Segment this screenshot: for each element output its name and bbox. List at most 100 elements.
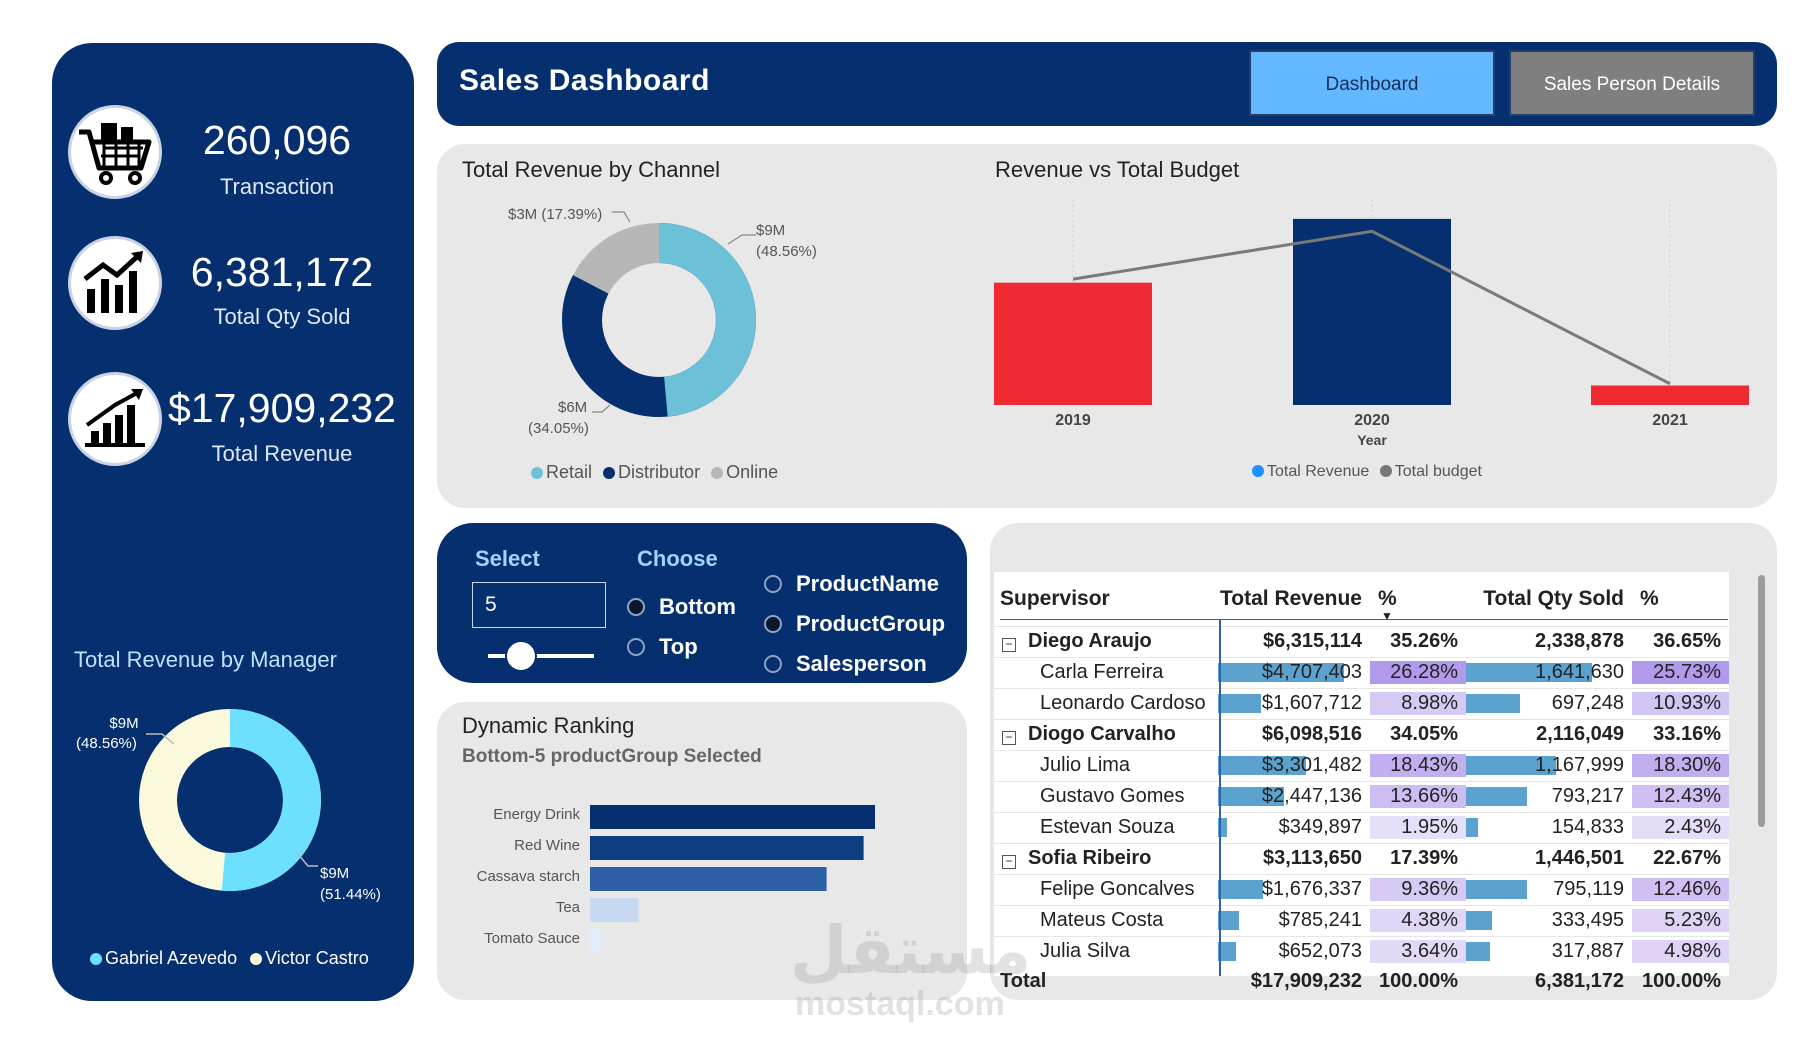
salesperson-cell[interactable]: Felipe Goncalves (994, 874, 1218, 905)
top-n-input[interactable]: 5 (472, 582, 606, 628)
nav-dashboard-button[interactable]: Dashboard (1249, 50, 1495, 116)
salesperson-name: Leonardo Cardoso (1040, 692, 1206, 714)
salesperson-row[interactable]: Julio Lima $3,301,482 18.43% 1,167,999 18.30… (994, 750, 1729, 781)
group-revenue: $3,113,650 (1263, 847, 1362, 869)
kpi-icon-container (68, 105, 162, 199)
header-qty-pct[interactable]: % (1640, 586, 1659, 610)
select-label: Select (475, 546, 540, 571)
watermark-arabic: مستقل (790, 913, 1032, 987)
legend-label: Online (726, 462, 779, 482)
salesperson-revenue: $1,676,337 (1218, 874, 1370, 905)
group-revenue: $6,098,516 (1261, 723, 1362, 745)
salesperson-revenue-pct: 4.38% (1370, 905, 1466, 936)
salesperson-qty: 154,833 (1466, 812, 1632, 843)
radio-bottom[interactable] (627, 598, 645, 616)
slider-track[interactable] (488, 654, 594, 658)
supervisor-row[interactable]: − Sofia Ribeiro $3,113,650 17.39% 1,446,501 2… (994, 843, 1729, 874)
leader-line (727, 234, 756, 245)
x-tick-label: 2019 (1055, 412, 1091, 429)
ranking-bar[interactable] (590, 898, 639, 922)
radio-top[interactable] (627, 638, 645, 656)
supervisor-cell[interactable]: − Sofia Ribeiro (994, 843, 1218, 874)
radio-productname[interactable] (764, 575, 782, 593)
radio-productgroup-label[interactable]: ProductGroup (796, 611, 946, 636)
salesperson-cell[interactable]: Leonardo Cardoso (994, 688, 1218, 719)
ranking-bar[interactable] (590, 836, 864, 860)
bar-revenue-2020[interactable] (1293, 218, 1451, 405)
header-rev-pct[interactable]: % ▼ (1370, 572, 1466, 626)
collapse-icon[interactable]: − (1002, 855, 1016, 869)
supervisor-name: Diogo Carvalho (1028, 723, 1176, 745)
salesperson-row[interactable]: Mateus Costa $785,241 4.38% 333,495 5.23% (994, 905, 1729, 936)
qty-data-bar (1466, 911, 1492, 930)
salesperson-row[interactable]: Leonardo Cardoso $1,607,712 8.98% 697,248 10… (994, 688, 1729, 719)
salesperson-cell[interactable]: Gustavo Gomes (994, 781, 1218, 812)
matrix-scrollbar[interactable] (1758, 575, 1765, 827)
radio-salesperson-label[interactable]: Salesperson (796, 651, 927, 676)
radio-bottom-label[interactable]: Bottom (659, 594, 736, 619)
salesperson-revenue-pct: 26.28% (1370, 657, 1466, 688)
salesperson-revenue: $1,607,712 (1218, 688, 1370, 719)
salesperson-cell[interactable]: Estevan Souza (994, 812, 1218, 843)
legend-dot (711, 467, 724, 479)
bar-revenue-2021[interactable] (1591, 385, 1749, 406)
salesperson-cell[interactable]: Julia Silva (994, 936, 1218, 967)
header-total-revenue[interactable]: Total Revenue (1220, 586, 1362, 610)
manager-label-top-pct: (48.56%) (76, 735, 137, 752)
manager-label-bottom-pct: (51.44%) (320, 886, 381, 903)
nav-sales-person-details-button[interactable]: Sales Person Details (1509, 50, 1755, 116)
kpi-icon-container (68, 236, 162, 330)
header-total-qty[interactable]: Total Qty Sold (1483, 586, 1624, 610)
legend-dot (1379, 465, 1392, 477)
ranking-title: Dynamic Ranking (462, 713, 635, 738)
leader-line (297, 853, 318, 867)
salesperson-row[interactable]: Estevan Souza $349,897 1.95% 154,833 2.43% (994, 812, 1729, 843)
shopping-cart-icon (79, 123, 152, 185)
salesperson-name: Carla Ferreira (1040, 661, 1164, 683)
salesperson-qty: 697,248 (1466, 688, 1632, 719)
supervisor-cell[interactable]: − Diego Araujo (994, 626, 1218, 657)
group-qty-pct: 33.16% (1653, 723, 1721, 745)
collapse-icon[interactable]: − (1002, 638, 1016, 652)
salesperson-cell[interactable]: Mateus Costa (994, 905, 1218, 936)
salesperson-revenue: $652,073 (1218, 936, 1370, 967)
sort-descending-icon[interactable]: ▼ (1381, 609, 1393, 623)
bar-revenue-2019[interactable] (994, 282, 1152, 405)
group-revenue-pct: 34.05% (1390, 723, 1458, 745)
qty-data-bar (1466, 880, 1527, 899)
salesperson-row[interactable]: Julia Silva $652,073 3.64% 317,887 4.98% (994, 936, 1729, 967)
qty-data-bar (1466, 694, 1520, 713)
slider-thumb[interactable] (505, 640, 537, 672)
collapse-icon[interactable]: − (1002, 731, 1016, 745)
revenue-data-bar (1218, 911, 1239, 930)
budget-legend: Total Revenue Total budget (1252, 463, 1482, 481)
radio-top-label[interactable]: Top (659, 634, 698, 659)
leader-line (592, 404, 611, 413)
ranking-bar[interactable] (590, 867, 827, 891)
salesperson-qty-pct: 10.93% (1632, 688, 1729, 719)
salesperson-cell[interactable]: Julio Lima (994, 750, 1218, 781)
ranking-bar[interactable] (590, 805, 875, 829)
ranking-bar[interactable] (590, 929, 602, 953)
salesperson-qty-pct: 2.43% (1632, 812, 1729, 843)
supervisor-cell[interactable]: − Diogo Carvalho (994, 719, 1218, 750)
ranking-category-label: Tea (556, 899, 581, 916)
manager-chart-title: Total Revenue by Manager (74, 647, 337, 672)
kpi-qty-label: Total Qty Sold (213, 304, 351, 329)
radio-salesperson[interactable] (764, 655, 782, 673)
salesperson-revenue: $4,707,403 (1218, 657, 1370, 688)
salesperson-revenue-pct: 13.66% (1370, 781, 1466, 812)
manager-label-bottom: $9M (320, 865, 350, 882)
line-total-budget[interactable] (1072, 229, 1671, 386)
radio-productgroup[interactable] (764, 615, 782, 633)
header-supervisor[interactable]: Supervisor (1000, 586, 1110, 610)
salesperson-revenue: $785,241 (1218, 905, 1370, 936)
supervisor-row[interactable]: − Diogo Carvalho $6,098,516 34.05% 2,116,049… (994, 719, 1729, 750)
radio-productname-label[interactable]: ProductName (796, 571, 940, 596)
salesperson-row[interactable]: Gustavo Gomes $2,447,136 13.66% 793,217 12.4… (994, 781, 1729, 812)
salesperson-row[interactable]: Felipe Goncalves $1,676,337 9.36% 795,119 12… (994, 874, 1729, 905)
salesperson-row[interactable]: Carla Ferreira $4,707,403 26.28% 1,641,630 2… (994, 657, 1729, 688)
salesperson-cell[interactable]: Carla Ferreira (994, 657, 1218, 688)
supervisor-row[interactable]: − Diego Araujo $6,315,114 35.26% 2,338,878 36… (994, 626, 1729, 657)
channel-label-distributor: $6M (558, 399, 588, 416)
